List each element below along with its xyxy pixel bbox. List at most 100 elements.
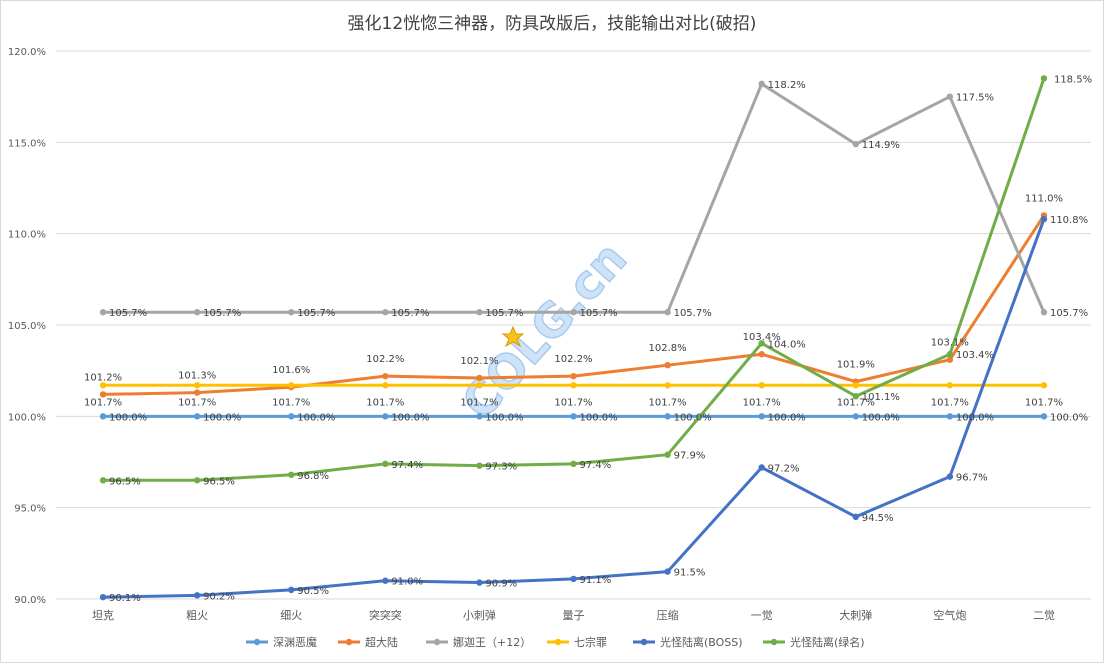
data-label: 101.9% xyxy=(837,360,875,371)
data-point xyxy=(99,309,107,316)
y-tick-label: 100.0% xyxy=(8,412,46,423)
data-label: 101.7% xyxy=(931,397,969,408)
data-point xyxy=(664,361,671,369)
x-tick-label: 细火 xyxy=(280,609,302,622)
data-label: 102.2% xyxy=(554,354,592,365)
data-point xyxy=(570,382,577,389)
data-point xyxy=(382,577,389,584)
data-label: 96.5% xyxy=(203,476,235,487)
data-point xyxy=(476,382,483,389)
data-label: 101.7% xyxy=(178,397,216,408)
x-tick-label: 突突突 xyxy=(369,608,402,622)
y-tick-label: 90.0% xyxy=(14,595,46,606)
data-point xyxy=(288,471,295,478)
data-label: 105.7% xyxy=(674,308,712,319)
legend-marker xyxy=(253,638,261,646)
data-point xyxy=(382,460,389,468)
data-label: 101.7% xyxy=(1025,397,1063,408)
data-label: 101.7% xyxy=(366,397,404,408)
data-point xyxy=(99,382,107,389)
data-label: 102.8% xyxy=(649,343,687,354)
y-tick-label: 115.0% xyxy=(8,138,46,149)
legend-label: 超大陆 xyxy=(365,635,398,649)
data-label: 101.7% xyxy=(460,397,498,408)
data-label: 90.5% xyxy=(297,586,329,597)
data-point xyxy=(946,473,954,480)
legend-label: 深渊恶魔 xyxy=(273,635,317,649)
data-label: 118.2% xyxy=(768,80,806,91)
data-label: 97.9% xyxy=(674,451,706,462)
data-label: 105.7% xyxy=(580,308,618,319)
x-tick-label: 粗火 xyxy=(186,609,208,622)
data-point xyxy=(852,382,859,389)
data-label: 100.0% xyxy=(391,412,429,423)
data-point xyxy=(758,351,765,358)
data-point xyxy=(1040,75,1048,82)
x-tick-label: 小刺弹 xyxy=(463,608,496,622)
data-point xyxy=(99,593,107,601)
data-point xyxy=(664,451,671,458)
data-label: 105.7% xyxy=(109,308,147,319)
star-icon xyxy=(501,325,525,348)
data-point xyxy=(382,372,389,380)
legend-label: 光怪陆离(绿名) xyxy=(790,635,865,649)
x-tick-label: 压缩 xyxy=(657,609,679,622)
data-label: 118.5% xyxy=(1054,74,1092,85)
data-label: 101.7% xyxy=(272,397,310,408)
y-tick-label: 110.0% xyxy=(8,230,46,241)
data-label: 103.4% xyxy=(743,332,781,343)
data-point xyxy=(946,351,954,358)
data-label: 100.0% xyxy=(1050,412,1088,423)
data-label: 100.0% xyxy=(203,412,241,423)
data-label: 111.0% xyxy=(1025,193,1063,204)
data-label: 102.2% xyxy=(366,354,404,365)
data-point xyxy=(1040,382,1048,389)
data-label: 96.5% xyxy=(109,476,141,487)
legend-marker xyxy=(433,638,441,646)
data-label: 90.1% xyxy=(109,593,141,604)
x-tick-label: 一觉 xyxy=(751,609,773,622)
data-point xyxy=(852,140,859,148)
y-tick-label: 105.0% xyxy=(8,321,46,332)
data-label: 101.3% xyxy=(178,371,216,382)
data-point xyxy=(664,568,671,575)
data-point xyxy=(852,513,859,520)
data-point xyxy=(946,93,954,100)
data-label: 103.4% xyxy=(956,350,994,361)
legend-marker xyxy=(640,638,648,646)
data-point xyxy=(758,382,765,389)
data-label: 101.7% xyxy=(743,397,781,408)
data-label: 97.4% xyxy=(580,460,612,471)
data-point xyxy=(570,575,577,583)
data-point xyxy=(99,477,107,484)
data-label: 114.9% xyxy=(862,140,900,151)
data-label: 100.0% xyxy=(956,412,994,423)
data-point xyxy=(570,460,577,468)
data-label: 94.5% xyxy=(862,513,894,524)
data-point xyxy=(664,309,671,316)
data-point xyxy=(852,413,859,420)
data-point xyxy=(946,356,954,363)
data-point xyxy=(758,413,765,420)
legend-label: 光怪陆离(BOSS) xyxy=(660,635,743,649)
data-point xyxy=(946,382,954,389)
data-label: 100.0% xyxy=(674,412,712,423)
data-point xyxy=(758,80,765,88)
data-label: 105.7% xyxy=(391,308,429,319)
legend-marker xyxy=(345,638,353,646)
data-point xyxy=(758,464,765,471)
data-label: 105.7% xyxy=(485,308,523,319)
data-point xyxy=(664,382,671,389)
data-label: 100.0% xyxy=(768,412,806,423)
data-point xyxy=(1040,309,1048,316)
data-label: 100.0% xyxy=(109,412,147,423)
data-point xyxy=(664,413,671,420)
data-label: 101.2% xyxy=(84,372,122,383)
data-point xyxy=(193,382,201,389)
data-label: 102.1% xyxy=(460,356,498,367)
data-point xyxy=(570,372,577,380)
data-point xyxy=(99,413,107,420)
data-label: 97.3% xyxy=(485,462,517,473)
